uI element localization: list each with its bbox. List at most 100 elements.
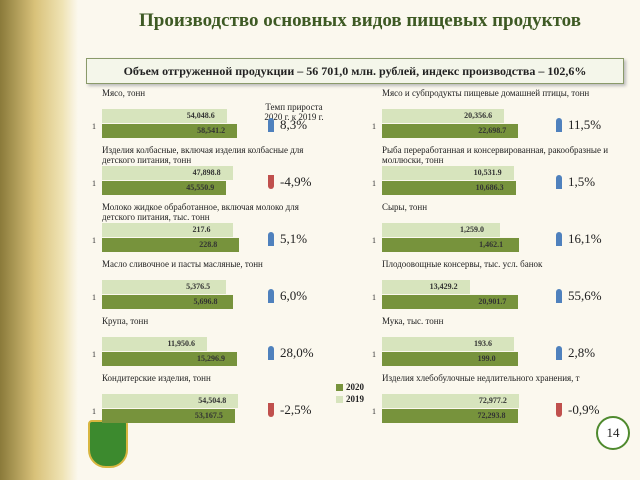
bar [102,181,227,195]
bar [382,352,518,366]
bar [102,238,240,252]
growth-header: Темп прироста 2020 г. к 2019 г. [264,102,324,122]
category-label: 1 [92,293,96,302]
value-label: 20,901.7 [478,297,507,306]
growth-value: 28,0% [280,345,314,360]
value-label: 58,541.2 [197,126,226,135]
growth-arrow [268,346,274,360]
value-label: 1,259.0 [460,225,485,234]
value-label: 13,429.2 [429,282,458,291]
growth-arrow [556,175,562,189]
chart-title: Мясо, тонн [102,88,146,98]
legend-label: 2020 [346,382,364,392]
bar [382,394,519,408]
growth-arrow [556,289,562,303]
value-label: 47,898.8 [192,168,221,177]
bar [102,109,227,123]
bar [102,295,234,309]
bar [382,124,519,138]
chart-title: Изделия колбасные, включая изделия колба… [102,145,304,165]
bar [382,109,505,123]
category-label: 1 [92,350,96,359]
category-label: 1 [372,122,376,131]
slide-title: Производство основных видов пищевых прод… [139,10,581,31]
subtitle-banner: Объем отгруженной продукции – 56 701,0 м… [86,58,624,84]
chart-title: Мясо и субпродукты пищевые домашней птиц… [382,88,590,98]
value-label: 22,698.7 [478,126,507,135]
bar [382,295,519,309]
value-label: 11,950.6 [167,339,195,348]
chart-title: Изделия хлебобулочные недлительного хран… [382,373,580,383]
value-label: 15,296.9 [196,354,225,363]
growth-value: -0,9% [568,402,600,417]
growth-value: -2,5% [280,402,312,417]
bar [102,124,238,138]
bar [382,181,516,195]
wheat-decor [0,0,78,480]
chart-title: Крупа, тонн [102,316,149,326]
value-label: 1,462.1 [479,240,504,249]
growth-value: 5,1% [280,231,308,246]
chart-title: Масло сливочное и пасты масляные, тонн [102,259,263,269]
value-label: 199.0 [477,354,496,363]
category-label: 1 [372,236,376,245]
chart-title: Молоко жидкое обработанное, включая моло… [102,202,299,222]
growth-value: 2,8% [568,345,596,360]
chart-title: Рыба переработанная и консервированная, … [382,145,609,165]
bar [382,238,520,252]
bar [382,223,501,237]
page-number: 14 [596,416,630,450]
growth-value: 8,3% [280,117,308,132]
growth-arrow [268,175,274,189]
growth-value: 11,5% [568,117,602,132]
chart-title: Плодоовощные консервы, тыс. усл. банок [382,259,543,269]
emblem [88,420,128,468]
value-label: 217.6 [192,225,211,234]
growth-arrow [556,346,562,360]
value-label: 72,977.2 [478,396,507,405]
growth-value: 1,5% [568,174,596,189]
bar [102,166,233,180]
value-label: 10,686.3 [475,183,504,192]
chart-title: Сыры, тонн [382,202,428,212]
bar [382,409,518,423]
growth-value: 16,1% [568,231,602,246]
value-label: 53,167.5 [194,411,223,420]
growth-arrow [268,289,274,303]
legend-label: 2019 [346,394,364,404]
value-label: 20,356.6 [464,111,493,120]
bar [382,280,470,294]
category-label: 1 [92,407,96,416]
category-label: 1 [372,179,376,188]
bar [102,394,239,408]
value-label: 54,504.8 [198,396,227,405]
growth-arrow [268,118,274,132]
bar [102,337,208,351]
value-label: 193.6 [474,339,492,348]
growth-arrow [268,232,274,246]
chart-title: Мука, тыс. тонн [382,316,444,326]
value-label: 10,531.9 [473,168,502,177]
growth-value: 55,6% [568,288,602,303]
category-label: 1 [92,179,96,188]
category-label: 1 [372,293,376,302]
bar [102,409,235,423]
bar [102,352,237,366]
growth-value: -4,9% [280,174,312,189]
bar [382,337,514,351]
growth-value: 6,0% [280,288,308,303]
bar [382,166,514,180]
chart-title: Кондитерские изделия, тонн [102,373,211,383]
growth-arrow [268,403,274,417]
growth-arrow [556,118,562,132]
value-label: 5,696.8 [193,297,218,306]
category-label: 1 [92,236,96,245]
legend-swatch [336,396,343,403]
value-label: 54,048.6 [186,111,215,120]
bar [102,280,227,294]
value-label: 72,293.8 [477,411,506,420]
value-label: 228.8 [199,240,218,249]
category-label: 1 [92,122,96,131]
value-label: 5,376.5 [186,282,211,291]
